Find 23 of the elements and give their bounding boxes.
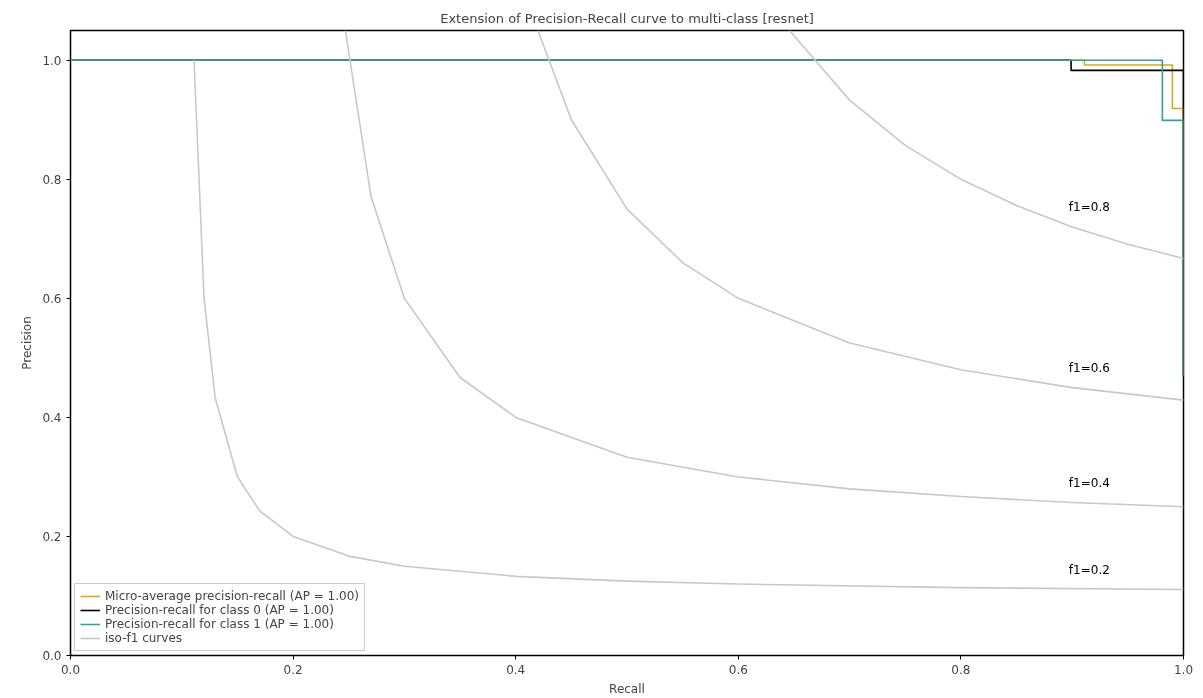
y-tick-label: 0.6 [42,291,62,306]
annotation: f1=0.2 [1068,562,1110,577]
chart-title: Extension of Precision-Recall curve to multi-class [resnet] [440,10,814,26]
legend-label: iso-f1 curves [105,631,183,645]
annotation: f1=0.4 [1068,476,1110,491]
y-tick-label: 0.0 [42,649,62,663]
legend-label: Precision-recall for class 0 (AP = 1.00) [105,603,334,617]
legend-label: Precision-recall for class 1 (AP = 1.00) [105,617,334,631]
x-tick-label: 0.2 [283,662,303,677]
x-tick-label: 0.0 [60,662,81,677]
x-tick-label: 0.6 [728,662,748,677]
y-tick-label: 0.4 [42,410,62,425]
y-tick-label: 0.8 [42,172,62,187]
y-tick-label: 0.2 [42,529,62,544]
x-tick-label: 0.4 [506,662,526,677]
legend-label: Micro-average precision-recall (AP = 1.00) [105,589,359,603]
annotation: f1=0.6 [1068,361,1110,376]
y-axis-title: Precision [20,316,35,370]
x-tick-label: 0.8 [951,662,971,677]
x-tick-label: 1.0 [1173,662,1194,677]
annotation: f1=0.8 [1068,199,1110,214]
x-axis-title: Recall [609,681,645,696]
y-tick-label: 1.0 [42,53,62,68]
